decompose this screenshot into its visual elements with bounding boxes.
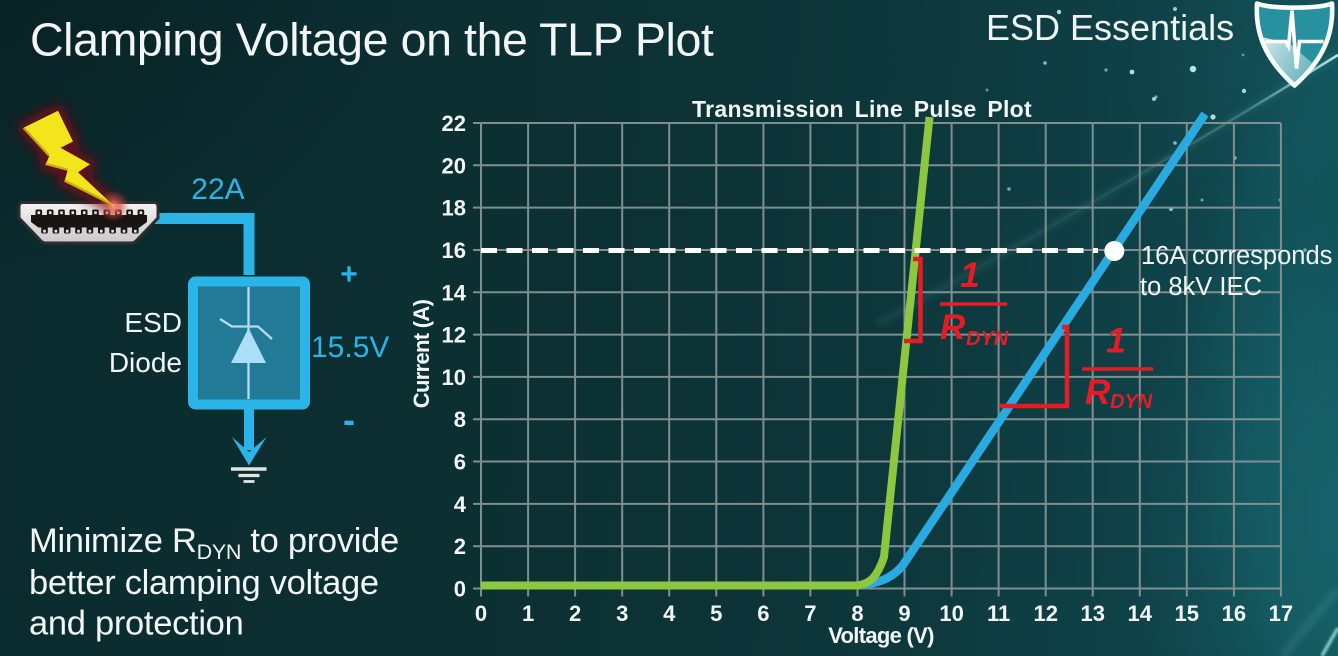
svg-text:and protection: and protection xyxy=(29,605,243,643)
svg-text:10: 10 xyxy=(442,365,466,390)
svg-text:ESD: ESD xyxy=(124,307,182,338)
svg-text:18: 18 xyxy=(442,196,466,221)
svg-text:Diode: Diode xyxy=(109,347,182,378)
svg-text:-: - xyxy=(343,399,355,440)
svg-text:22A: 22A xyxy=(191,173,244,206)
svg-text:16: 16 xyxy=(442,238,466,263)
svg-text:14: 14 xyxy=(1128,601,1153,626)
svg-text:14: 14 xyxy=(442,280,467,305)
svg-text:1: 1 xyxy=(960,256,979,295)
svg-text:3: 3 xyxy=(616,601,628,626)
svg-text:17: 17 xyxy=(1269,601,1293,626)
svg-text:Current (A): Current (A) xyxy=(409,299,434,408)
svg-text:12: 12 xyxy=(442,323,466,348)
svg-text:DYN: DYN xyxy=(966,328,1009,350)
svg-text:R: R xyxy=(1085,373,1111,412)
svg-text:4: 4 xyxy=(663,601,676,626)
svg-text:15: 15 xyxy=(1175,601,1199,626)
svg-text:1: 1 xyxy=(522,601,534,626)
svg-text:22: 22 xyxy=(442,111,466,136)
svg-text:13: 13 xyxy=(1080,601,1104,626)
svg-text:5: 5 xyxy=(710,601,722,626)
svg-text:better clamping voltage: better clamping voltage xyxy=(29,564,379,602)
svg-text:8: 8 xyxy=(454,407,466,432)
svg-text:6: 6 xyxy=(454,450,466,475)
svg-text:DYN: DYN xyxy=(1110,391,1153,413)
svg-text:+: + xyxy=(340,258,358,291)
svg-text:16: 16 xyxy=(1222,601,1246,626)
svg-text:0: 0 xyxy=(475,601,487,626)
svg-text:12: 12 xyxy=(1033,601,1057,626)
svg-text:7: 7 xyxy=(804,601,816,626)
svg-text:to 8kV IEC: to 8kV IEC xyxy=(1140,273,1262,301)
svg-text:11: 11 xyxy=(987,601,1010,626)
svg-text:20: 20 xyxy=(442,153,466,178)
svg-text:2: 2 xyxy=(569,601,581,626)
svg-text:4: 4 xyxy=(454,492,467,517)
svg-text:Minimize RDYN to provide: Minimize RDYN to provide xyxy=(29,522,399,564)
svg-text:2: 2 xyxy=(454,534,466,559)
svg-text:9: 9 xyxy=(898,601,910,626)
svg-text:16A corresponds: 16A corresponds xyxy=(1141,242,1332,270)
svg-text:10: 10 xyxy=(939,601,963,626)
svg-text:1: 1 xyxy=(1106,322,1125,361)
svg-text:Transmission Line Pulse Plot: Transmission Line Pulse Plot xyxy=(692,96,1032,122)
svg-text:Clamping Voltage on the TLP Pl: Clamping Voltage on the TLP Plot xyxy=(30,14,714,66)
svg-text:6: 6 xyxy=(757,601,769,626)
svg-text:8: 8 xyxy=(851,601,863,626)
svg-text:15.5V: 15.5V xyxy=(311,331,389,364)
svg-text:ESD Essentials: ESD Essentials xyxy=(986,7,1234,48)
svg-text:R: R xyxy=(940,308,966,347)
svg-text:Voltage (V): Voltage (V) xyxy=(828,623,934,648)
svg-text:0: 0 xyxy=(454,577,466,602)
